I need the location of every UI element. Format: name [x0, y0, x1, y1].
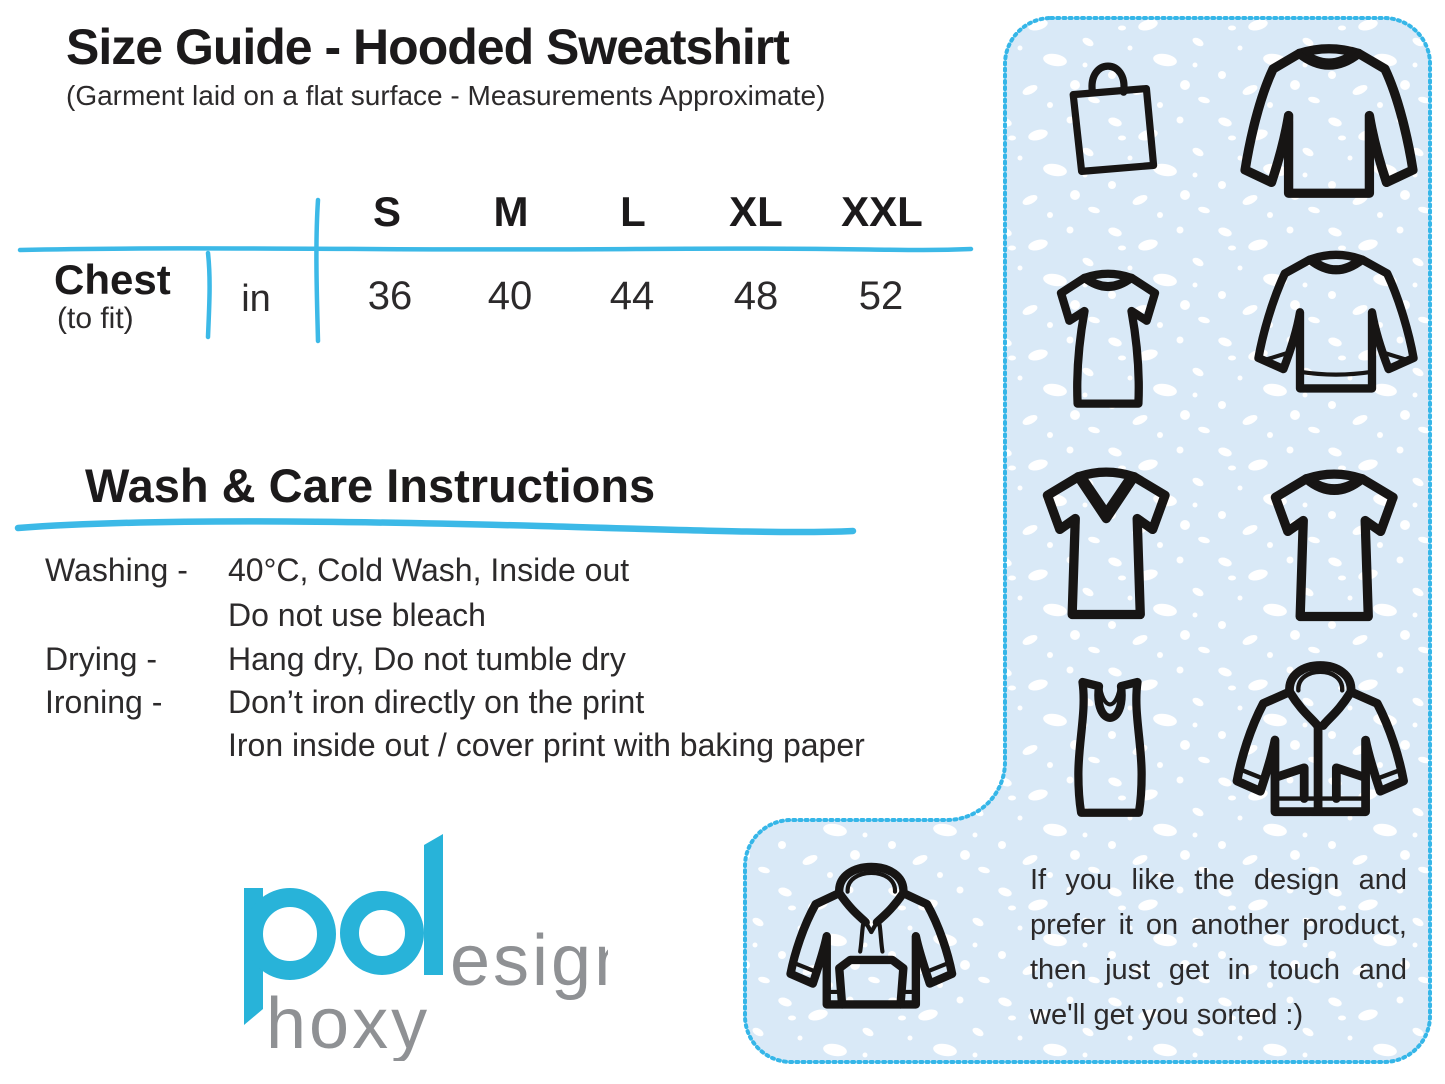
logo-p-bowl [244, 888, 336, 980]
long-sleeve-shirt-icon [1240, 44, 1418, 198]
care-row-label: Washing - [45, 552, 188, 588]
chest-value-l: 44 [609, 274, 655, 318]
page-title: Size Guide - Hooded Sweatshirt [66, 19, 790, 75]
care-heading: Wash & Care Instructions [85, 459, 656, 512]
care-row-text: Don’t iron directly on the print [228, 684, 645, 720]
v-neck-t-shirt-icon [1042, 467, 1170, 620]
chest-value-xxl: 52 [858, 274, 904, 318]
size-col-header-xl: XL [729, 188, 783, 235]
unit-label: in [241, 278, 271, 320]
care-row-text: Hang dry, Do not tumble dry [228, 641, 626, 677]
tote-bag-icon [1069, 62, 1158, 175]
brand-logo: esign hoxy [244, 834, 608, 1061]
chest-value-s: 36 [367, 274, 413, 318]
chest-row-sublabel: (to fit) [57, 302, 134, 335]
size-col-header-l: L [620, 188, 646, 235]
panel-note: If you like the design and prefer it on … [1030, 864, 1407, 1031]
chest-row-label: Chest [54, 256, 171, 303]
care-row-text: 40°C, Cold Wash, Inside out [228, 552, 630, 588]
chest-value-m: 40 [487, 274, 533, 318]
size-col-header-xxl: XXL [841, 188, 923, 235]
care-row-label: Ironing - [45, 684, 163, 720]
logo-d-bowl [340, 891, 424, 975]
care-row-text: Iron inside out / cover print with bakin… [228, 727, 865, 763]
logo-d-stem [424, 834, 443, 975]
table-horizontal-line [17, 246, 974, 253]
zip-hoodie-icon [1232, 661, 1408, 817]
care-underline [14, 518, 857, 536]
womens-t-shirt-icon [1056, 269, 1160, 408]
hoodie-icon [786, 862, 957, 1009]
logo-word-design: esign [450, 921, 608, 1001]
table-vertical-line-long [314, 197, 321, 344]
size-col-header-s: S [372, 188, 402, 235]
size-col-header-m: M [493, 188, 529, 235]
chest-value-xl: 48 [733, 274, 779, 318]
logo-word-hoxy: hoxy [266, 984, 430, 1061]
sweatshirt-icon [1254, 250, 1418, 393]
care-row-label: Drying - [45, 641, 158, 677]
page-subtitle: (Garment laid on a flat surface - Measur… [66, 80, 826, 111]
table-vertical-line-short [205, 250, 212, 340]
t-shirt-icon [1270, 469, 1398, 622]
care-row-text: Do not use bleach [228, 597, 486, 633]
tank-top-icon [1074, 677, 1146, 817]
